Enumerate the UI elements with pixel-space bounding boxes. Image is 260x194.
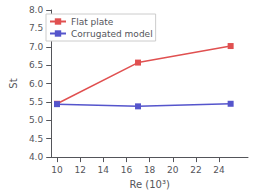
svg-text:22: 22 (190, 165, 201, 175)
svg-text:Corrugated model: Corrugated model (71, 29, 153, 39)
svg-text:Re (10³): Re (10³) (129, 179, 169, 190)
svg-text:7.5: 7.5 (29, 23, 43, 33)
svg-text:6.0: 6.0 (29, 79, 44, 89)
svg-text:14: 14 (98, 165, 110, 175)
svg-text:12: 12 (74, 165, 85, 175)
svg-text:Flat plate: Flat plate (71, 17, 114, 27)
svg-text:5.5: 5.5 (29, 97, 43, 107)
svg-text:4.0: 4.0 (29, 152, 44, 162)
svg-text:16: 16 (121, 165, 133, 175)
svg-text:4.5: 4.5 (29, 134, 43, 144)
svg-text:7.0: 7.0 (29, 42, 44, 52)
svg-text:18: 18 (144, 165, 156, 175)
svg-text:6.5: 6.5 (29, 60, 43, 70)
svg-text:10: 10 (51, 165, 63, 175)
svg-text:5.0: 5.0 (29, 115, 44, 125)
svg-text:8.0: 8.0 (29, 5, 44, 15)
svg-text:20: 20 (167, 165, 179, 175)
svg-text:St: St (8, 78, 19, 88)
svg-text:24: 24 (213, 165, 225, 175)
